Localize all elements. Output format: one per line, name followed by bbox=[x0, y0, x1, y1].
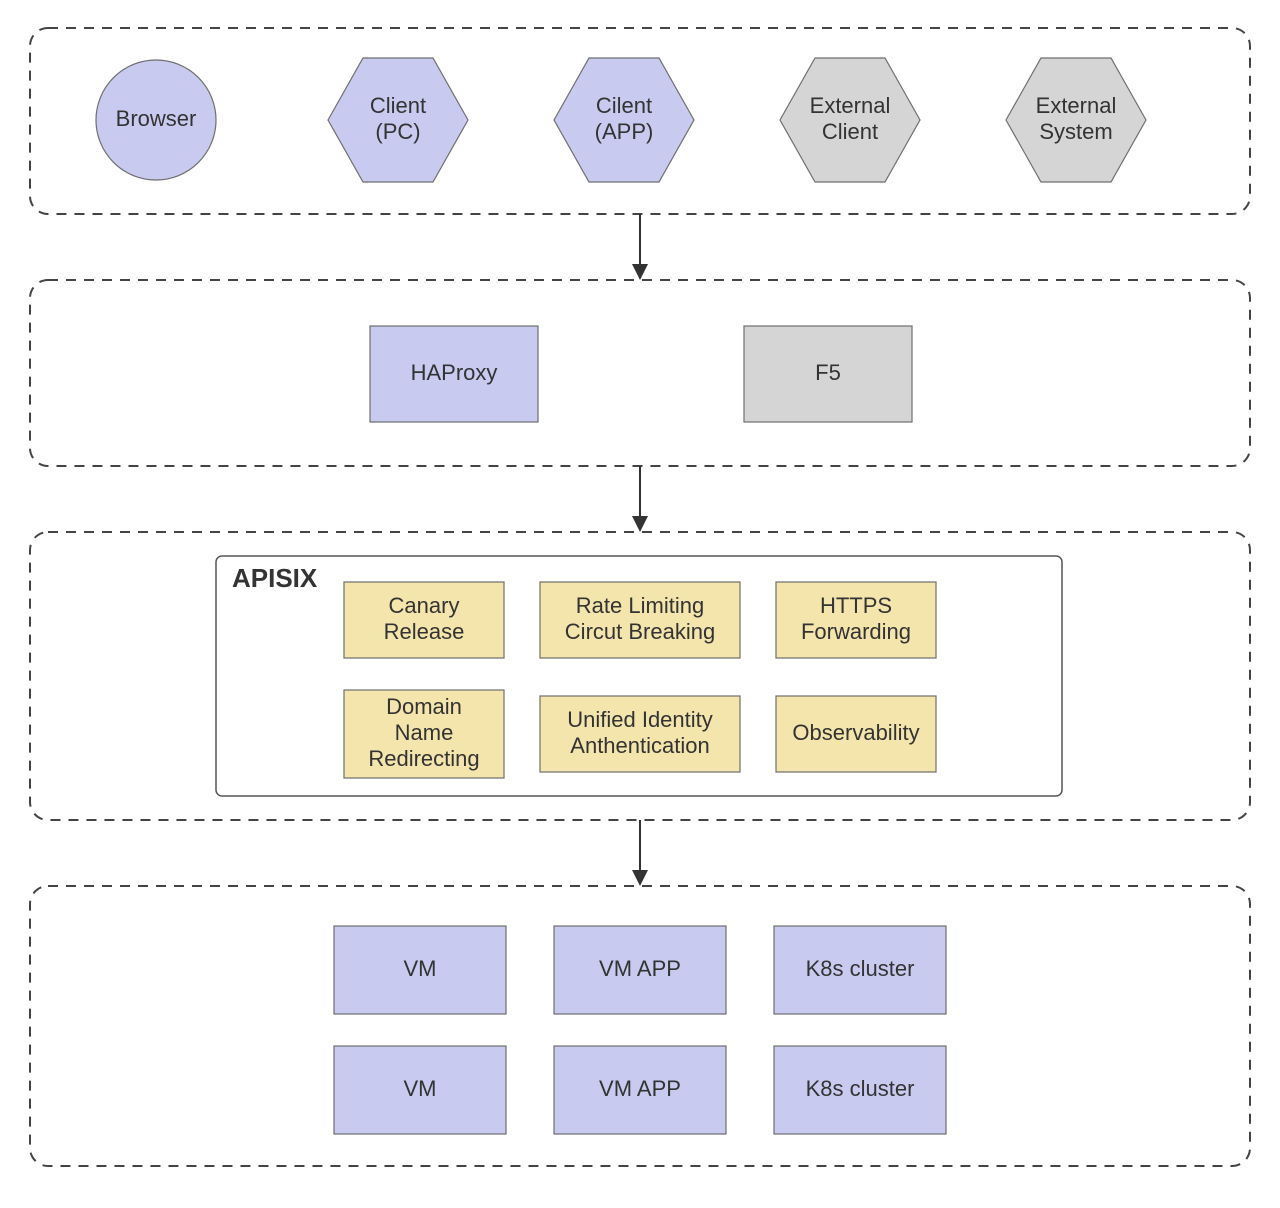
apisix-feature-label-3: Name bbox=[395, 720, 454, 745]
apisix-feature-label-0: Canary bbox=[389, 593, 460, 618]
lb-node-label-0: HAProxy bbox=[411, 360, 498, 385]
architecture-diagram: BrowserClient(PC)Cilent(APP)ExternalClie… bbox=[0, 0, 1280, 1208]
backend-node-label-3: VM bbox=[404, 1076, 437, 1101]
apisix-feature-label-0: Release bbox=[384, 619, 465, 644]
apisix-feature-label-1: Rate Limiting bbox=[576, 593, 704, 618]
apisix-feature-label-3: Domain bbox=[386, 694, 462, 719]
hexagon-label-0: (PC) bbox=[375, 119, 420, 144]
apisix-feature-label-3: Redirecting bbox=[368, 746, 479, 771]
backend-node-label-2: K8s cluster bbox=[806, 956, 915, 981]
apisix-feature-label-4: Unified Identity bbox=[567, 707, 713, 732]
hexagon-label-1: (APP) bbox=[595, 119, 654, 144]
apisix-feature-label-1: Circut Breaking bbox=[565, 619, 715, 644]
backend-node-label-5: K8s cluster bbox=[806, 1076, 915, 1101]
hexagon-label-3: External bbox=[1036, 93, 1117, 118]
hexagon-label-2: External bbox=[810, 93, 891, 118]
apisix-title: APISIX bbox=[232, 563, 318, 593]
apisix-feature-label-2: Forwarding bbox=[801, 619, 911, 644]
hexagon-label-0: Client bbox=[370, 93, 426, 118]
apisix-feature-label-5: Observability bbox=[792, 720, 919, 745]
lb-node-label-1: F5 bbox=[815, 360, 841, 385]
apisix-feature-label-2: HTTPS bbox=[820, 593, 892, 618]
hexagon-label-2: Client bbox=[822, 119, 878, 144]
container-apisix_c bbox=[30, 532, 1250, 820]
hexagon-label-1: Cilent bbox=[596, 93, 652, 118]
container-lb bbox=[30, 280, 1250, 466]
apisix-feature-label-4: Anthentication bbox=[570, 733, 709, 758]
hexagon-label-3: System bbox=[1039, 119, 1112, 144]
backend-node-label-4: VM APP bbox=[599, 1076, 681, 1101]
node-browser-label: Browser bbox=[116, 106, 197, 131]
backend-node-label-0: VM bbox=[404, 956, 437, 981]
backend-node-label-1: VM APP bbox=[599, 956, 681, 981]
